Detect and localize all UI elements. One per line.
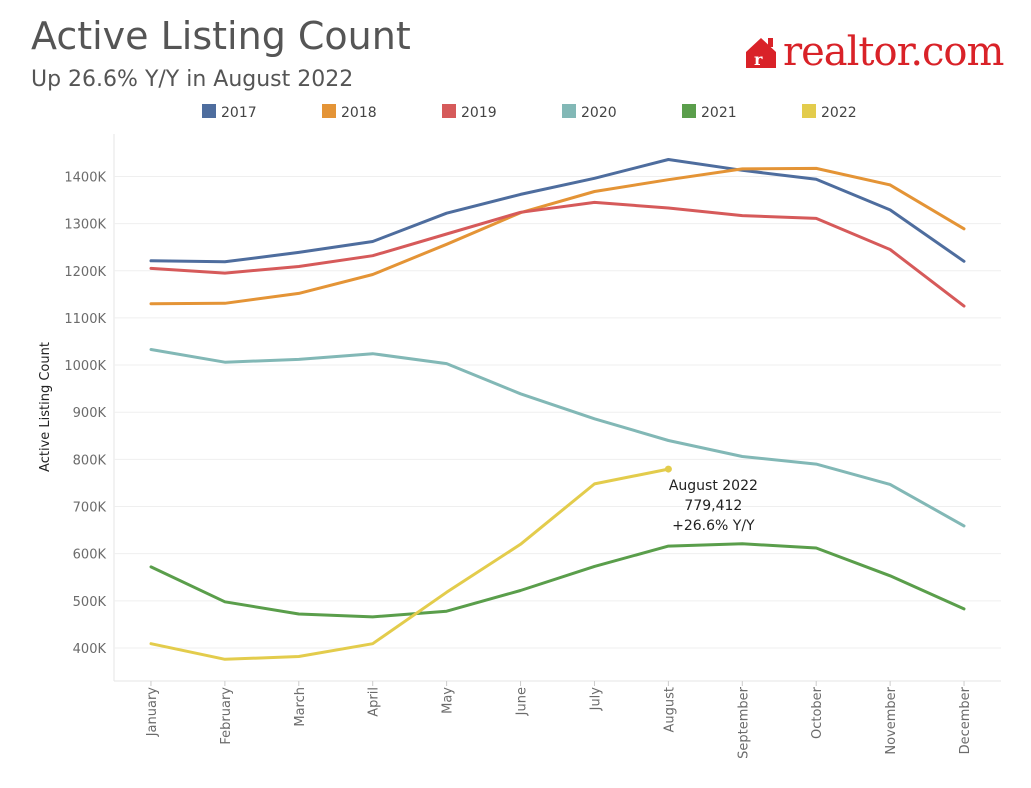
y-tick-label: 1400K	[64, 170, 106, 185]
series-line-2017	[149, 158, 966, 264]
legend-label: 2018	[341, 105, 377, 121]
y-tick-label: 400K	[73, 642, 107, 657]
legend-item-2022: 2022	[802, 104, 857, 121]
legend-label: 2020	[581, 105, 617, 121]
series-line-2020	[149, 348, 966, 528]
x-tick-label: July	[588, 687, 603, 712]
y-axis-ticks: 400K 500K 600K 700K 800K 900K 1000K 1100K 1200K 1…	[64, 170, 106, 657]
legend-label: 2019	[461, 105, 497, 121]
x-tick-label: March	[293, 687, 308, 727]
x-tick-label: February	[219, 687, 234, 745]
x-tick-label: September	[736, 686, 751, 759]
x-tick-label: January	[145, 687, 160, 738]
legend-label: 2021	[701, 105, 737, 121]
y-tick-label: 1300K	[64, 218, 106, 233]
legend-swatch	[682, 104, 696, 118]
y-tick-label: 1000K	[64, 359, 106, 374]
svg-text:r: r	[754, 50, 763, 69]
brand-name: realtor.com	[783, 29, 1004, 75]
x-tick-label: October	[810, 686, 825, 739]
series-line-2019	[149, 200, 966, 308]
y-tick-label: 600K	[73, 548, 107, 563]
legend-swatch	[442, 104, 456, 118]
x-tick-label: April	[367, 687, 382, 717]
series-lines	[149, 158, 966, 661]
legend-swatch	[202, 104, 216, 118]
y-axis-title: Active Listing Count	[38, 342, 53, 472]
series-line-2018	[149, 166, 966, 306]
x-axis-ticks: January February March April May June July Augu…	[145, 681, 973, 759]
y-tick-label: 1100K	[64, 312, 106, 327]
legend-item-2020: 2020	[562, 104, 617, 121]
annotation-line: August 2022	[669, 478, 758, 494]
y-tick-label: 700K	[73, 501, 107, 516]
x-tick-label: December	[958, 686, 973, 754]
legend: 2017 2018 2019 2020 2021 2022	[202, 104, 857, 121]
legend-item-2018: 2018	[322, 104, 377, 121]
legend-label: 2022	[821, 105, 857, 121]
annotation-line: 779,412	[684, 498, 742, 514]
x-tick-label: August	[662, 687, 677, 733]
legend-swatch	[322, 104, 336, 118]
y-tick-label: 1200K	[64, 265, 106, 280]
series-line-2022	[149, 467, 670, 661]
series-line-2021	[149, 542, 966, 619]
x-tick-label: November	[884, 686, 899, 754]
legend-swatch	[562, 104, 576, 118]
y-tick-label: 800K	[73, 453, 107, 468]
legend-item-2019: 2019	[442, 104, 497, 121]
legend-swatch	[802, 104, 816, 118]
chart-subtitle: Up 26.6% Y/Y in August 2022	[31, 67, 353, 92]
x-tick-label: May	[441, 687, 456, 714]
annotation-point	[664, 465, 672, 473]
y-tick-label: 500K	[73, 595, 107, 610]
annotation: August 2022 779,412 +26.6% Y/Y	[664, 465, 758, 534]
legend-label: 2017	[221, 105, 257, 121]
annotation-line: +26.6% Y/Y	[672, 518, 755, 534]
y-tick-label: 900K	[73, 406, 107, 421]
x-tick-label: June	[515, 687, 530, 716]
house-icon: r	[746, 38, 776, 69]
realtor-logo: r realtor.com	[746, 29, 1005, 75]
chart-title: Active Listing Count	[31, 14, 411, 58]
legend-item-2017: 2017	[202, 104, 257, 121]
legend-item-2021: 2021	[682, 104, 737, 121]
